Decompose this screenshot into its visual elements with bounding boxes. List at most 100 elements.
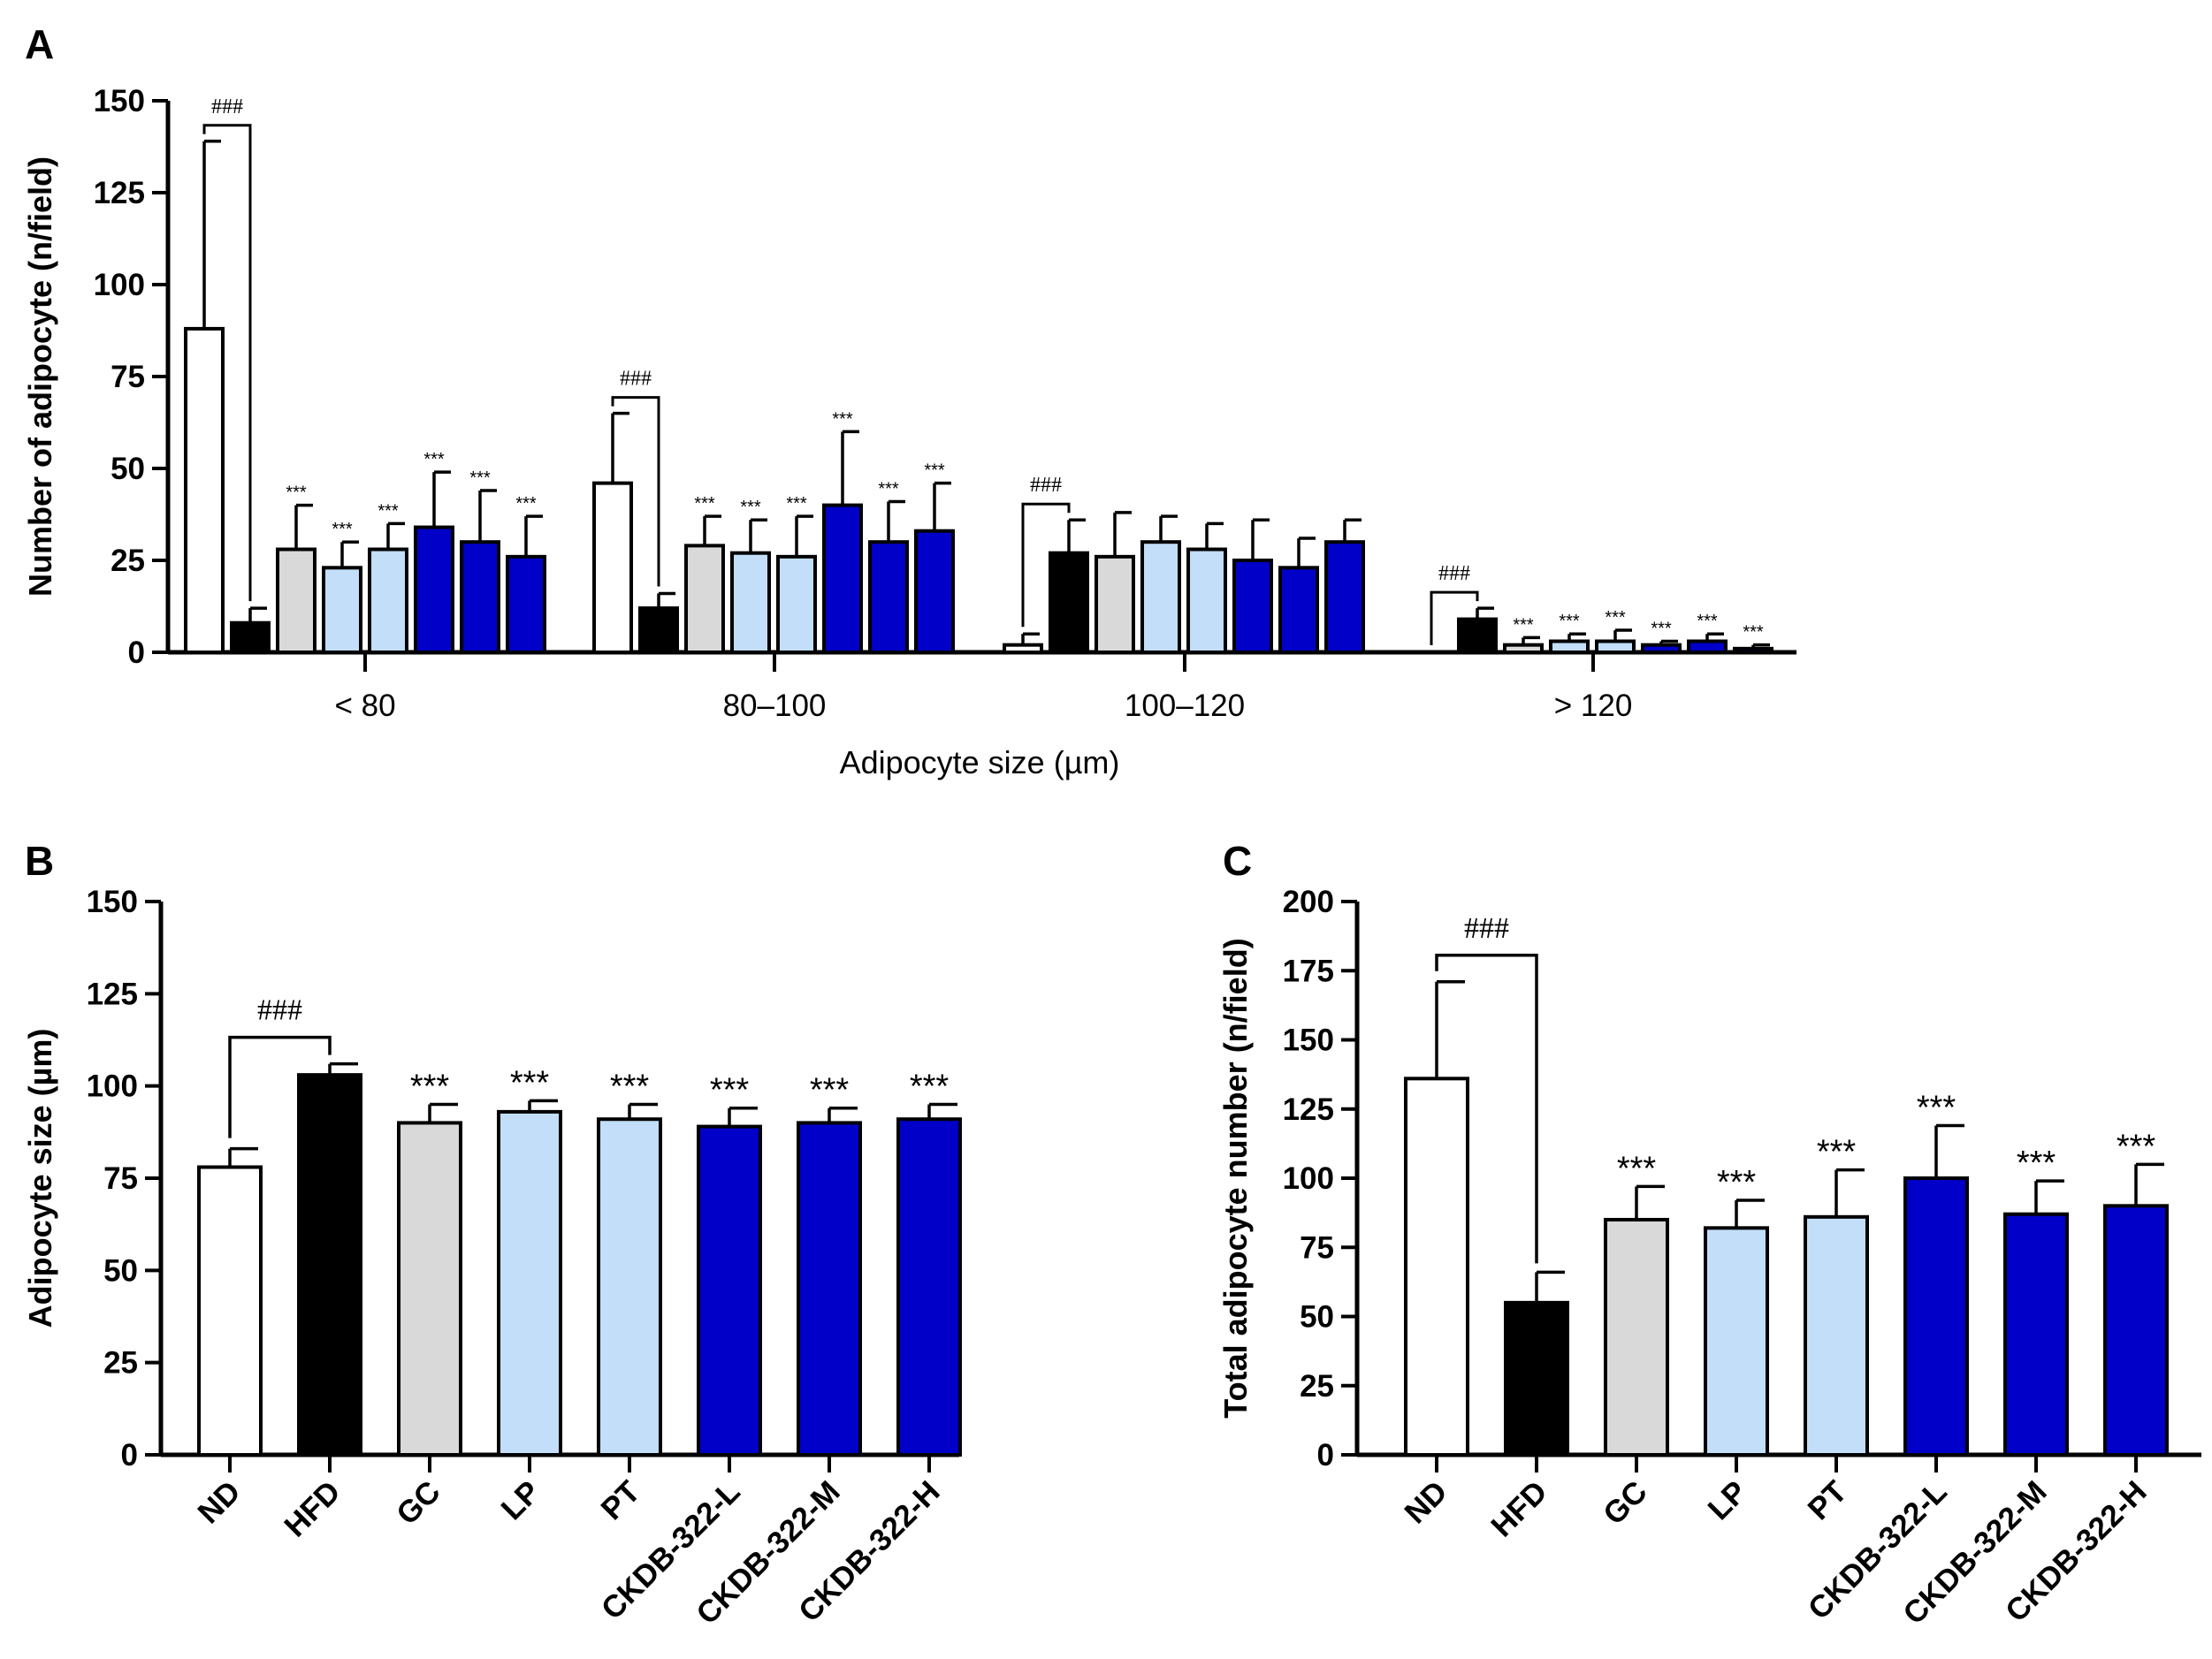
bar-LP [1704,1226,1769,1457]
significance-marker: *** [378,501,399,521]
hash-marker: ### [257,994,302,1027]
significance-marker: *** [1743,623,1764,643]
x-tick-label: LP [494,1474,546,1526]
significance-marker: *** [878,479,899,498]
bar-PT [1804,1214,1869,1457]
y-tick-label: 50 [111,452,145,486]
y-tick-label: 75 [111,360,145,394]
bar-ND [592,481,633,655]
bar-CKDB-322-H [506,554,546,655]
x-tick-label: ND [191,1474,247,1530]
y-tick-label: 25 [103,1346,138,1381]
bar-CKDB-322-M [797,1121,862,1457]
comparison-bracket [1435,954,1538,1264]
significance-marker: *** [1917,1090,1956,1127]
comparison-bracket [1021,502,1071,628]
bar-CKDB-322-H [1733,646,1773,655]
y-tick-label: 50 [1300,1300,1334,1335]
x-tick-label: HFD [1484,1474,1553,1543]
significance-marker: *** [469,468,491,488]
bar-HFD [1504,1300,1569,1457]
bar-LP [730,551,771,654]
significance-marker: *** [1513,615,1534,635]
bar-GC [1604,1217,1669,1457]
bar-HFD [230,620,271,654]
bar-CKDB-322-M [2003,1212,2069,1457]
significance-marker: *** [510,1064,550,1101]
significance-marker: *** [423,450,445,469]
bar-CKDB-322-M [1687,639,1728,655]
hash-marker: ### [1464,912,1509,945]
significance-marker: *** [1817,1134,1857,1171]
bar-ND [1404,1077,1469,1457]
hash-marker: ### [1438,562,1470,585]
comparison-bracket [228,1035,332,1138]
bar-CKDB-322-H [896,1117,962,1457]
panel-label-b: B [25,838,54,884]
bar-ND [197,1165,263,1457]
bar-PT [597,1117,662,1457]
bar-HFD [1049,551,1089,654]
significance-marker: *** [910,1069,950,1106]
bar-GC [397,1121,462,1457]
bar-GC [1503,643,1544,654]
bar-CKDB-322-M [1278,566,1319,655]
bar-LP [497,1109,562,1457]
panel-label-a: A [25,21,54,67]
panel-c: C 0 25 50 75 100 125 150 175 200 Total adipocyte … [1217,838,2201,1632]
significance-marker: *** [1717,1164,1757,1201]
significance-marker: *** [1617,1150,1657,1187]
bar-ND [184,326,225,654]
y-axis-title: Total adipocyte number (n/field) [1217,938,1254,1418]
comparison-bracket [611,396,660,587]
x-tick-label: PT [1801,1474,1853,1526]
x-tick-label: 80–100 [723,689,827,723]
bar-CKDB-322-L [1903,1176,1969,1457]
significance-marker: *** [786,494,807,514]
y-tick-label: 25 [1300,1369,1334,1404]
bar-LP [1140,540,1181,655]
significance-marker: *** [610,1069,650,1106]
x-tick-label: LP [1701,1474,1753,1526]
y-tick-label: 150 [94,84,145,118]
comparison-bracket [1430,590,1479,645]
bar-CKDB-322-L [1641,643,1682,654]
bar-PT [1186,547,1227,655]
bar-GC [276,547,317,655]
bar-CKDB-322-L [414,525,454,654]
comparison-bracket [202,124,252,602]
significance-marker: *** [410,1069,450,1106]
bar-HFD [297,1073,362,1457]
bar-PT [1595,639,1636,655]
significance-marker: *** [1697,612,1718,631]
x-tick-label: HFD [278,1474,347,1543]
bar-ND [1003,643,1043,654]
significance-marker: *** [2017,1145,2056,1182]
x-axis-title: Adipocyte size (µm) [840,744,1120,780]
significance-marker: *** [1559,612,1580,631]
hash-marker: ### [211,95,243,118]
y-tick-label: 150 [1283,1024,1334,1058]
significance-marker: *** [515,494,537,514]
bar-CKDB-322-H [914,529,955,654]
significance-marker: *** [332,520,353,539]
significance-marker: *** [832,409,853,429]
x-tick-label: > 120 [1554,689,1633,723]
panel-b: B 0 25 50 75 100 125 150 Adipocyte size (µm) ND H… [22,838,962,1632]
y-tick-label: 100 [87,1069,138,1104]
x-tick-label: ND [1398,1474,1453,1530]
significance-marker: *** [924,461,945,481]
panel-a: A 0 25 50 75 100 125 150 Number of adipocyte (n… [22,21,1796,780]
x-tick-label: 100–120 [1125,689,1245,723]
bar-CKDB-322-L [822,503,863,654]
y-tick-label: 150 [87,885,138,919]
y-tick-label: 0 [128,635,145,670]
x-tick-label: GC [390,1474,447,1532]
panel-label-c: C [1223,838,1252,884]
significance-marker: *** [1651,620,1672,639]
y-tick-label: 100 [94,268,145,302]
bar-CKDB-322-L [697,1124,762,1457]
significance-marker: *** [1605,608,1626,628]
bar-CKDB-322-M [868,540,909,655]
